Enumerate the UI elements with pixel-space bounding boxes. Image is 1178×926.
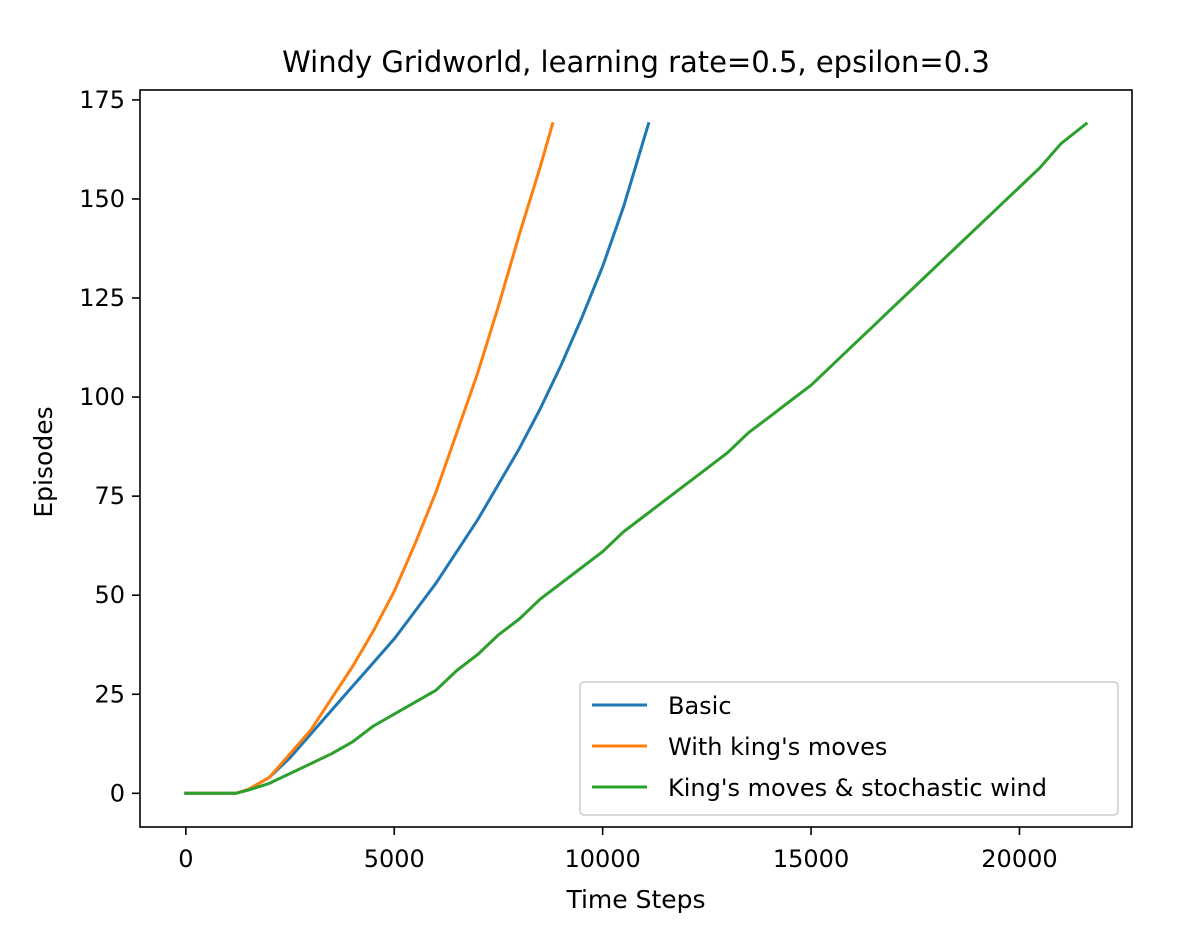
legend-frame: [579, 681, 1119, 816]
y-tick-label: 25: [94, 680, 125, 708]
plot-area-frame: [139, 89, 1133, 828]
legend-label-0: Basic: [668, 692, 732, 720]
x-tick-label: 10000: [564, 845, 640, 873]
legend-label-2: King's moves & stochastic wind: [668, 774, 1047, 802]
y-tick-label: 50: [94, 581, 125, 609]
chart-title: Windy Gridworld, learning rate=0.5, epsi…: [282, 45, 990, 79]
x-axis-label: Time Steps: [565, 885, 705, 914]
x-axis-ticks: 0 5000 10000 15000 20000: [178, 827, 1058, 873]
plot-lines: [184, 121, 1089, 795]
x-tick-label: 0: [178, 845, 193, 873]
y-axis-ticks: 0 25 50 75 100 125 150 175: [79, 86, 140, 807]
y-tick-label: 150: [79, 185, 125, 213]
x-tick-label: 15000: [773, 845, 849, 873]
y-tick-label: 100: [79, 383, 125, 411]
x-tick-label: 20000: [981, 845, 1057, 873]
y-tick-label: 75: [94, 482, 125, 510]
series-line-2: [184, 121, 1089, 795]
x-tick-label: 5000: [364, 845, 425, 873]
y-tick-label: 0: [110, 779, 125, 807]
y-tick-label: 125: [79, 284, 125, 312]
y-axis-label: Episodes: [29, 406, 58, 517]
y-tick-label: 175: [79, 86, 125, 114]
series-line-1: [184, 121, 555, 795]
legend: Basic With king's moves King's moves & sto…: [579, 681, 1119, 816]
legend-label-1: With king's moves: [668, 733, 887, 761]
